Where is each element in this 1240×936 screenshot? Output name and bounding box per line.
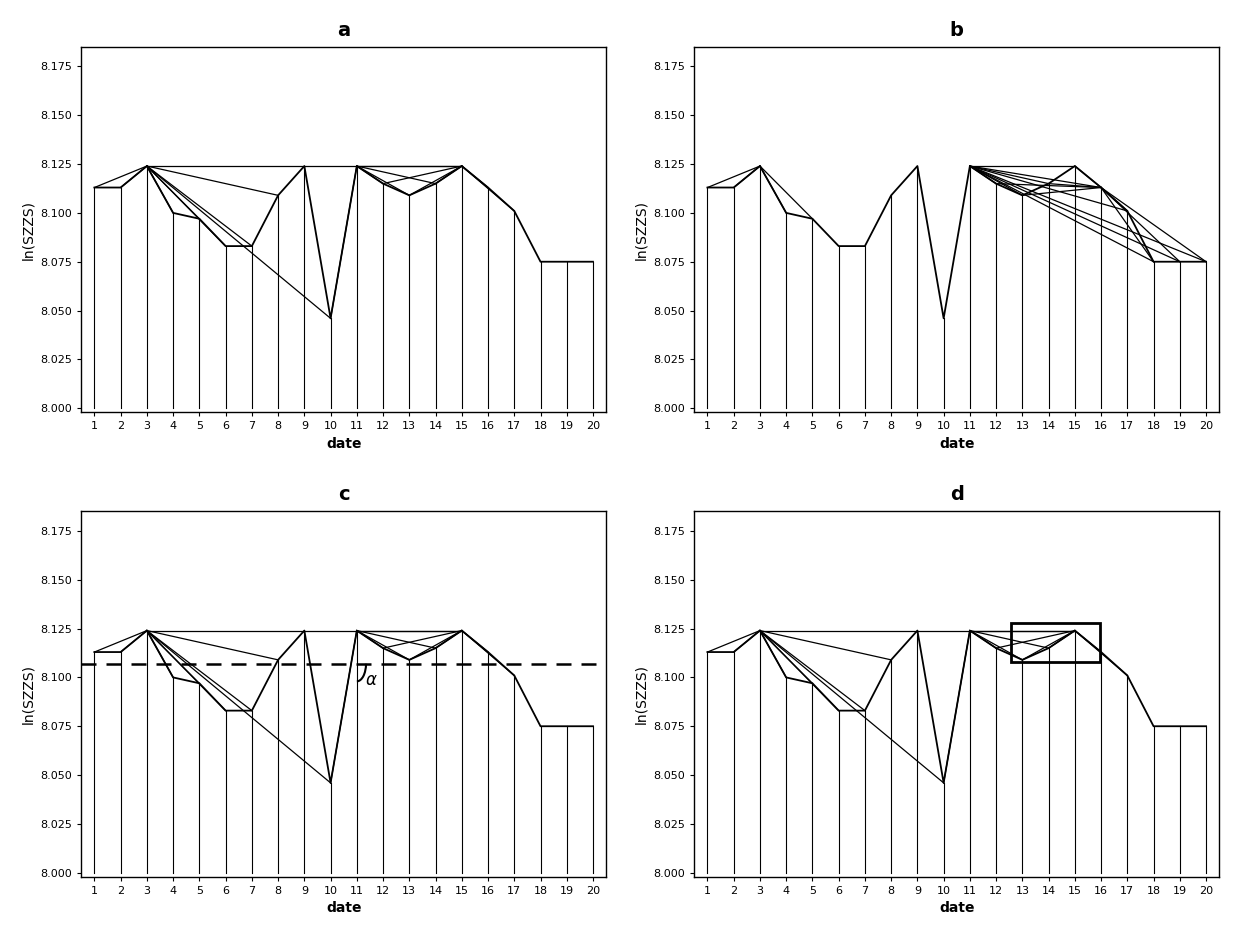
Title: a: a bbox=[337, 21, 350, 40]
Title: c: c bbox=[337, 486, 350, 505]
Title: b: b bbox=[950, 21, 963, 40]
Y-axis label: ln(SZZS): ln(SZZS) bbox=[634, 199, 647, 259]
Y-axis label: ln(SZZS): ln(SZZS) bbox=[21, 199, 35, 259]
Title: d: d bbox=[950, 486, 963, 505]
Y-axis label: ln(SZZS): ln(SZZS) bbox=[634, 664, 647, 724]
Bar bbox=[1011, 622, 1100, 662]
X-axis label: date: date bbox=[326, 436, 361, 450]
X-axis label: date: date bbox=[939, 436, 975, 450]
X-axis label: date: date bbox=[326, 901, 361, 915]
Y-axis label: ln(SZZS): ln(SZZS) bbox=[21, 664, 35, 724]
X-axis label: date: date bbox=[939, 901, 975, 915]
Text: $\alpha$: $\alpha$ bbox=[365, 671, 377, 689]
